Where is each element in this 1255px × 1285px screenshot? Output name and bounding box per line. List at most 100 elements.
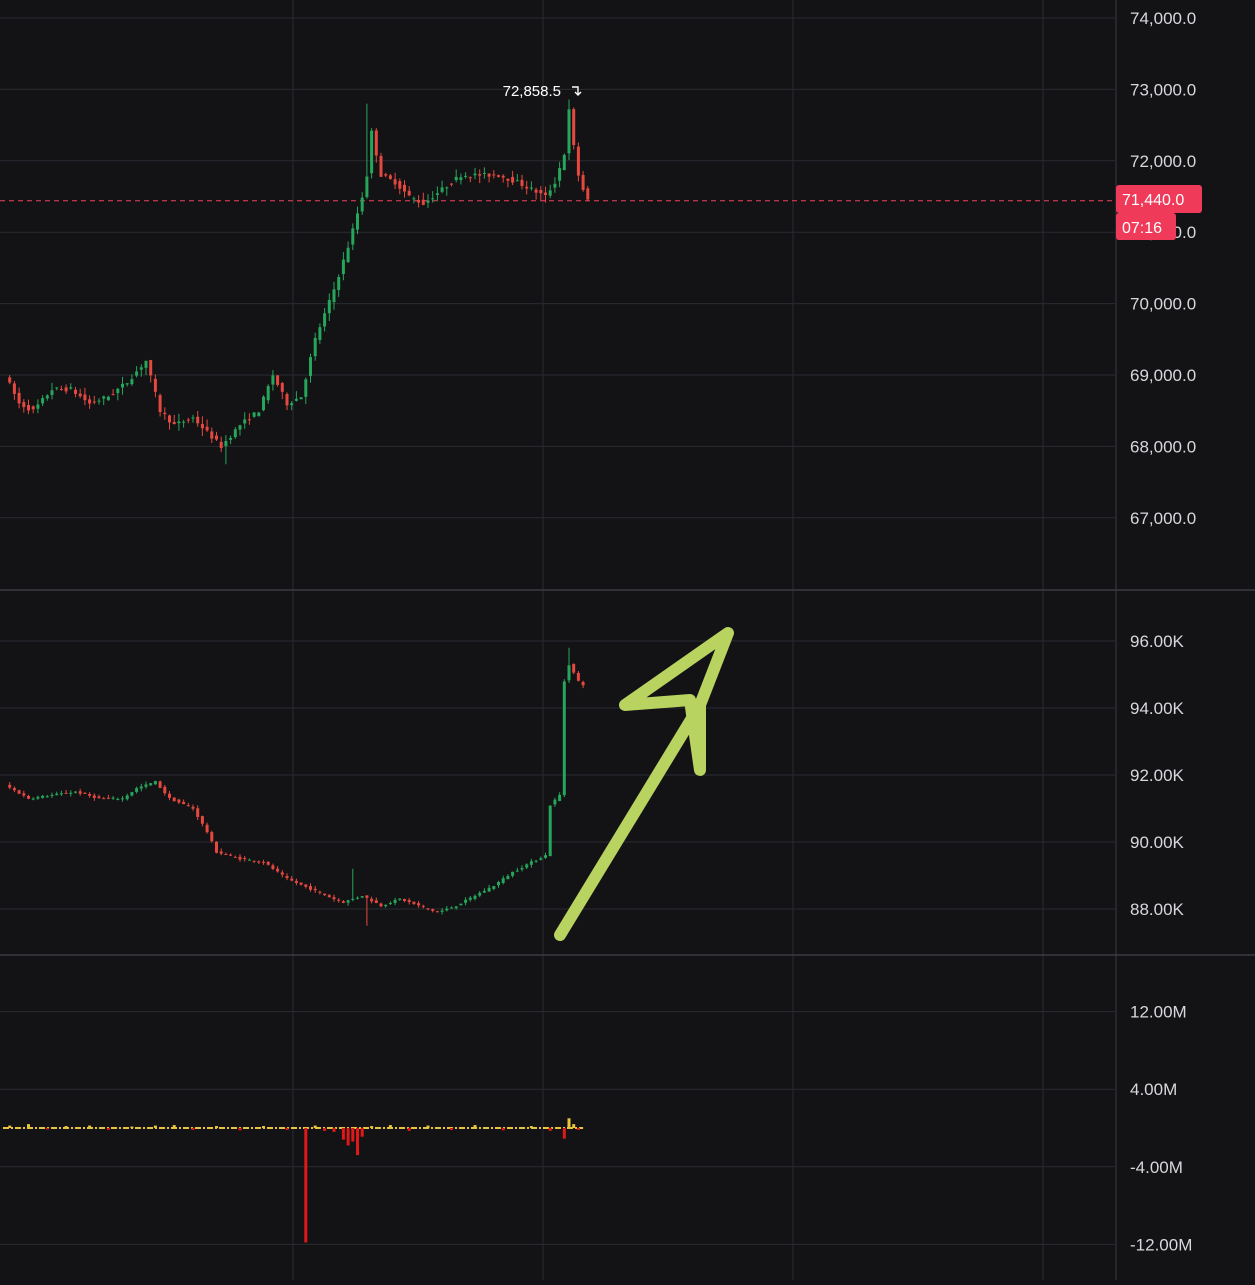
candle (196, 411, 200, 427)
candle (290, 401, 294, 411)
candle (356, 896, 359, 900)
candle-body (299, 882, 303, 885)
axis-tick-label: 67,000.0 (1130, 509, 1196, 528)
candle (370, 896, 374, 904)
delta-bar (548, 1128, 552, 1131)
price-pane[interactable] (0, 99, 1116, 465)
candle-body (313, 888, 317, 891)
candle-body (520, 179, 524, 186)
candle (393, 897, 397, 906)
candle (224, 852, 228, 856)
candle-body (544, 192, 547, 196)
axis-tick-label: 12.00M (1130, 1003, 1187, 1022)
candle-body (501, 175, 505, 178)
candle (168, 414, 171, 430)
candle-body (31, 798, 35, 800)
delta-bar (370, 1126, 374, 1128)
candle-body (492, 886, 496, 889)
candle (351, 868, 355, 902)
delta-bar (285, 1128, 289, 1130)
candle (412, 196, 416, 204)
candle (135, 366, 139, 378)
price-badge-bg (1116, 185, 1202, 213)
candle-body (74, 791, 77, 793)
candle-body (412, 901, 416, 904)
candle (511, 871, 515, 878)
candle (271, 863, 275, 871)
open-interest-pane[interactable] (8, 647, 585, 926)
delta-bar (576, 1128, 580, 1130)
candle-body (403, 899, 406, 902)
candle (233, 855, 237, 858)
candle-body (299, 397, 303, 400)
candle (285, 873, 289, 881)
candle (351, 223, 355, 251)
candle-body (360, 896, 364, 898)
candle (468, 176, 472, 183)
candle (417, 195, 421, 208)
candle (121, 376, 124, 395)
delta-bar (172, 1125, 176, 1128)
candle (215, 431, 218, 442)
delta-bar (323, 1128, 327, 1131)
candle (257, 411, 261, 417)
candle (370, 128, 374, 179)
candle (534, 859, 538, 863)
candle-body (135, 371, 139, 376)
candle (525, 863, 529, 870)
price-scale[interactable]: 74,000.073,000.072,000.071,000.070,000.0… (1130, 9, 1196, 1254)
axis-tick-label: 88.00K (1130, 900, 1185, 919)
candle-body (417, 200, 421, 203)
axis-tick-label: 72,000.0 (1130, 152, 1196, 171)
candle-body (435, 911, 439, 913)
candle-body (233, 429, 237, 438)
candle-body (186, 419, 190, 421)
candle-body (450, 907, 453, 909)
candle (163, 407, 167, 420)
candle-body (450, 183, 453, 185)
candle (497, 880, 500, 888)
candle (262, 859, 265, 865)
candle-body (69, 792, 73, 794)
candle-body (8, 377, 12, 383)
candle (64, 384, 68, 395)
candle (210, 427, 214, 443)
candle (487, 173, 491, 183)
candle-body (172, 421, 176, 425)
candle (229, 853, 233, 857)
candle-body (384, 904, 388, 907)
candle-body (431, 198, 435, 200)
candle (379, 902, 383, 908)
candle (55, 387, 59, 391)
delta-bar (191, 1128, 195, 1130)
candle-body (562, 681, 566, 796)
candle-body (435, 193, 439, 195)
candle-body (374, 900, 378, 903)
candle-body (163, 412, 167, 415)
candle-body (426, 908, 430, 910)
axis-tick-label: 70,000.0 (1130, 295, 1196, 314)
candle (186, 802, 190, 807)
candle-body (572, 109, 576, 146)
candle (97, 794, 101, 799)
candle-body (130, 792, 134, 796)
candle (299, 397, 303, 400)
candle-body (525, 864, 529, 868)
candle (153, 780, 157, 785)
candle (360, 896, 364, 899)
candle-body (116, 388, 120, 394)
candle (407, 186, 411, 197)
candle-body (41, 398, 45, 404)
axis-tick-label: 94.00K (1130, 699, 1185, 718)
delta-pane[interactable] (3, 1118, 584, 1243)
candle (520, 174, 524, 190)
candle-body (544, 855, 547, 858)
candle-body (215, 841, 218, 853)
candle-body (290, 403, 294, 406)
current-price-badge[interactable]: 71,440.0 07:16 (1116, 185, 1202, 240)
candle (50, 382, 54, 400)
candle (515, 867, 519, 873)
candle-body (553, 799, 557, 805)
